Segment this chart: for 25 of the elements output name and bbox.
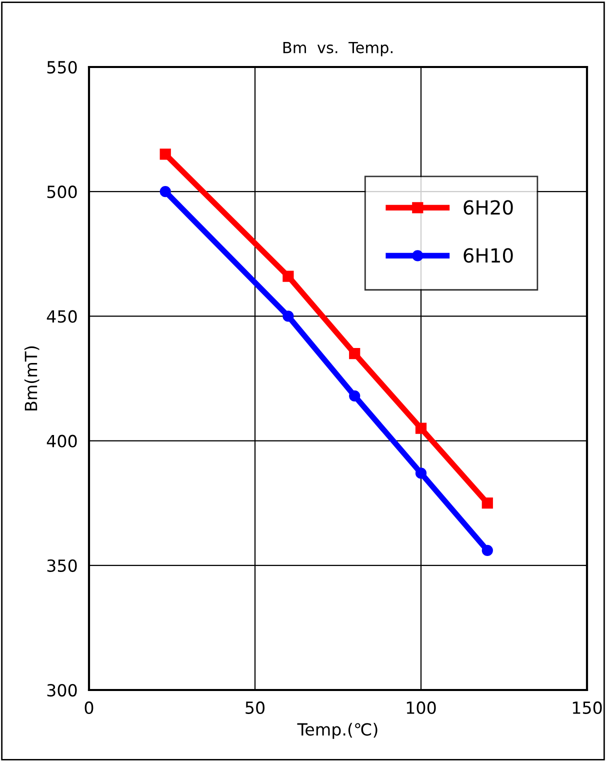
point [282, 310, 294, 322]
x-tick-label: 150 [572, 701, 602, 714]
point [415, 468, 427, 479]
y-tick-label: 500 [47, 186, 77, 198]
y-tick-label: 400 [46, 434, 77, 448]
point [349, 390, 360, 402]
x-tick-label: 0 [84, 701, 94, 714]
legend-label: 6H10 [464, 248, 513, 263]
y-tick-label: 450 [46, 310, 77, 323]
y-tick-label: 350 [47, 559, 77, 572]
point [160, 148, 171, 160]
point [160, 186, 171, 198]
point [482, 544, 493, 556]
point [349, 348, 360, 360]
chart-title: Bm vs. Temp. [283, 42, 392, 56]
legend-label: 6H20 [464, 200, 513, 215]
y-tick-label: 300 [47, 684, 77, 697]
point [482, 498, 493, 509]
point [415, 422, 427, 434]
x-tick-label: 50 [246, 701, 264, 714]
point [282, 270, 294, 282]
x-tick-label: 100 [406, 701, 436, 714]
x-axis-title: Temp.(℃) [297, 722, 378, 739]
y-tick-label: 550 [47, 60, 77, 74]
y-axis-title: Bm(mT) [24, 346, 40, 410]
